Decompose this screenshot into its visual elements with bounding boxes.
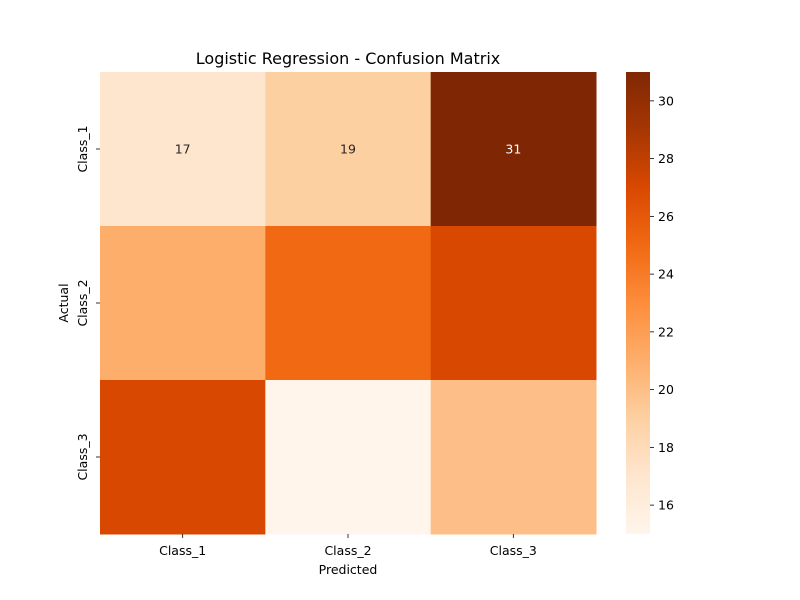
cell-value-label: 17 [175,142,191,157]
colorbar-tick-label: 18 [658,440,674,455]
cell-annotations: 17 19 31 [175,142,522,157]
colorbar-tick-label: 22 [658,324,674,339]
y-tick-label: Class_3 [75,433,90,480]
cell-value-label: 19 [340,142,356,157]
y-axis-label: Actual [56,283,71,322]
colorbar-tick-label: 16 [658,498,674,513]
colorbar-tick-label: 24 [658,267,674,282]
y-axis-ticks: Class_1 Class_2 Class_3 [75,125,100,481]
heatmap-grid [100,72,597,535]
heatmap-cell [100,380,266,535]
heatmap-cell [265,380,432,535]
x-axis-ticks: Class_1 Class_2 Class_3 [159,534,537,558]
heatmap-cell [265,72,432,227]
cell-value-label: 31 [505,142,521,157]
x-axis-label: Predicted [319,562,378,577]
heatmap-cell [100,72,266,227]
x-tick-label: Class_2 [324,543,371,558]
heatmap-cell [430,226,597,381]
x-tick-label: Class_1 [159,543,206,558]
colorbar-ticks: 16 18 20 22 24 26 28 30 [650,93,674,513]
y-tick-label: Class_2 [75,279,90,326]
colorbar [626,72,650,534]
heatmap-cell [430,380,597,535]
heatmap-cell [430,72,597,227]
colorbar-tick-label: 26 [658,209,674,224]
x-tick-label: Class_3 [490,543,537,558]
y-tick-label: Class_1 [75,125,90,172]
heatmap-cell [265,226,432,381]
colorbar-tick-label: 28 [658,151,674,166]
chart-title: Logistic Regression - Confusion Matrix [196,49,500,68]
colorbar-tick-label: 30 [658,93,674,108]
heatmap-cell [100,226,266,381]
colorbar-tick-label: 20 [658,382,674,397]
